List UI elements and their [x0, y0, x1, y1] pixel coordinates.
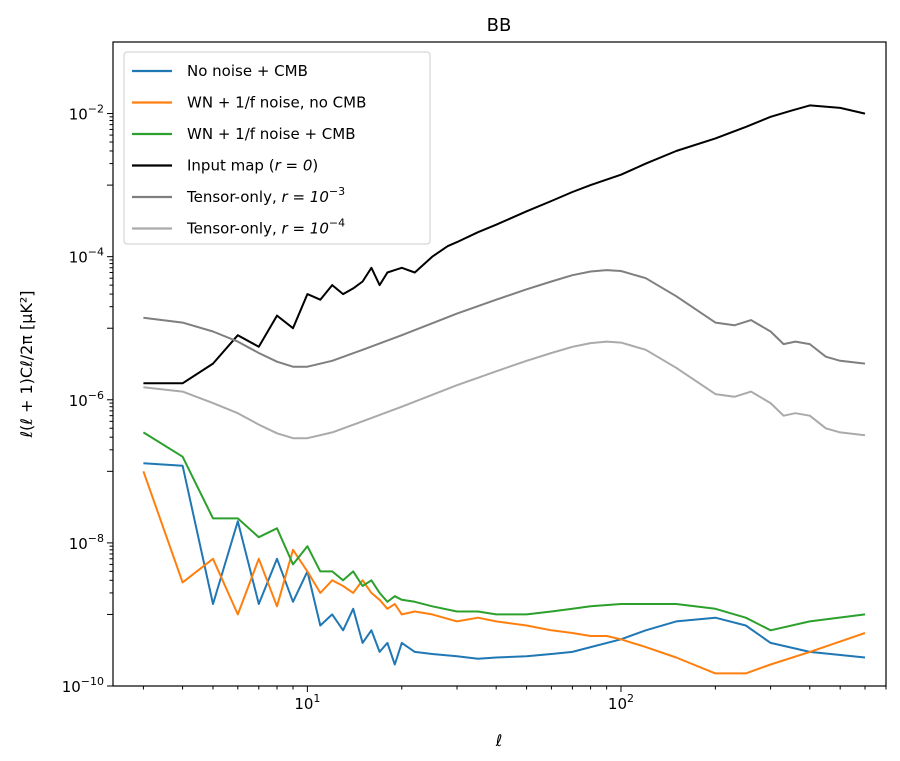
legend-entry-2: WN + 1/f noise + CMB — [187, 125, 356, 143]
x-axis-label: ℓ — [495, 731, 503, 750]
legend-entry-3: Input map (r = 0) — [187, 157, 318, 175]
legend: No noise + CMB WN + 1/f noise, no CMB WN +… — [123, 51, 431, 245]
legend-box — [123, 51, 431, 245]
series-line-0 — [143, 462, 866, 666]
chart-title: BB — [487, 15, 512, 36]
y-tick-label: 10−10 — [62, 675, 104, 696]
series-layer — [142, 104, 866, 675]
x-axis: 101 102 — [142, 686, 887, 713]
plot-frame — [112, 41, 887, 687]
series-line-3 — [143, 104, 866, 385]
y-tick-label: 10−2 — [69, 103, 104, 124]
y-tick-label: 10−4 — [69, 246, 104, 267]
y-axis-label: ℓ(ℓ + 1)Cℓ/2π [μK²] — [17, 290, 36, 438]
y-tick-label: 10−6 — [69, 389, 104, 410]
legend-entry-1: WN + 1/f noise, no CMB — [187, 94, 366, 112]
series-line-5 — [143, 340, 866, 440]
series-line-4 — [143, 269, 866, 368]
x-tick-label: 102 — [608, 692, 634, 713]
legend-entry-4: Tensor-only, r = 10−3 — [186, 185, 345, 206]
legend-entry-5: Tensor-only, r = 10−4 — [186, 217, 345, 238]
y-tick-label: 10−8 — [69, 532, 104, 553]
x-tick-label: 101 — [294, 692, 320, 713]
series-line-2 — [142, 431, 866, 632]
y-axis: 10−10 10−8 10−6 10−4 10−2 — [62, 103, 113, 696]
legend-entry-0: No noise + CMB — [187, 62, 308, 80]
